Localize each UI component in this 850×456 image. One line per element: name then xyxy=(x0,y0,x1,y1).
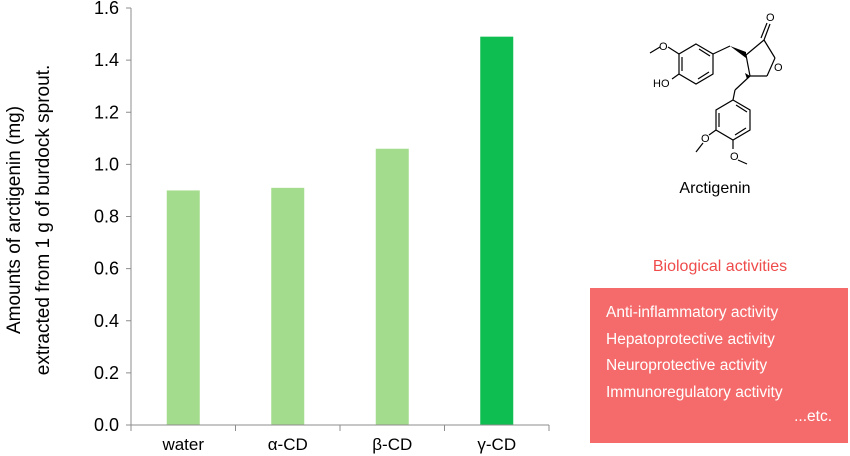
y-tick-label: 0.0 xyxy=(94,415,119,435)
y-axis-label: Amounts of arctigenin (mg) extracted fro… xyxy=(4,65,54,376)
x-tick-label: γ-CD xyxy=(477,435,516,454)
atom-labels: O HO O O O O xyxy=(653,12,783,163)
y-tick-label: 0.4 xyxy=(94,311,119,331)
bars xyxy=(166,36,514,426)
atom-label: O xyxy=(766,12,775,24)
biological-activities-box: Anti-inflammatory activity Hepatoprotect… xyxy=(590,288,848,443)
bar-chart: Amounts of arctigenin (mg) extracted fro… xyxy=(4,0,550,454)
atom-label: HO xyxy=(653,78,670,90)
x-tick-label: water xyxy=(161,435,204,454)
activity-item: Hepatoprotective activity xyxy=(606,330,775,348)
y-tick-label: 1.2 xyxy=(94,102,119,122)
y-tick-label: 1.6 xyxy=(94,0,119,18)
activity-item: Neuroprotective activity xyxy=(606,357,768,374)
atom-label: O xyxy=(730,151,739,163)
y-tick-label: 1.4 xyxy=(94,50,119,70)
x-axis-ticks: water α-CD β-CD γ-CD xyxy=(161,435,516,454)
activity-item: Immunoregulatory activity xyxy=(606,383,783,401)
activity-etc: ...etc. xyxy=(794,408,832,425)
atom-label: O xyxy=(659,41,668,53)
compound-name: Arctigenin xyxy=(679,180,751,197)
bar xyxy=(375,148,409,426)
arctigenin-structure: O HO O O O O xyxy=(649,12,783,165)
y-axis-label-line-2: extracted from 1 g of burdock sprout. xyxy=(33,65,54,376)
x-tick-label: β-CD xyxy=(372,435,412,454)
y-tick-label: 0.6 xyxy=(94,259,119,279)
bar xyxy=(480,36,514,425)
atom-label: O xyxy=(774,62,783,74)
y-axis-label-line-1: Amounts of arctigenin (mg) xyxy=(4,106,25,334)
bar xyxy=(271,187,305,425)
biological-activities-title: Biological activities xyxy=(652,258,788,275)
activity-item: Anti-inflammatory activity xyxy=(606,304,779,321)
axes xyxy=(126,7,550,431)
y-tick-label: 0.8 xyxy=(94,207,119,227)
y-axis-ticks: 0.0 0.2 0.4 0.6 0.8 1.0 1.2 1.4 1.6 xyxy=(94,0,119,435)
activity-list: Anti-inflammatory activity Hepatoprotect… xyxy=(606,300,836,406)
bar xyxy=(166,190,200,425)
y-tick-label: 0.2 xyxy=(94,363,119,383)
x-tick-label: α-CD xyxy=(268,435,308,454)
atom-label: O xyxy=(701,133,710,145)
y-tick-label: 1.0 xyxy=(94,154,119,174)
